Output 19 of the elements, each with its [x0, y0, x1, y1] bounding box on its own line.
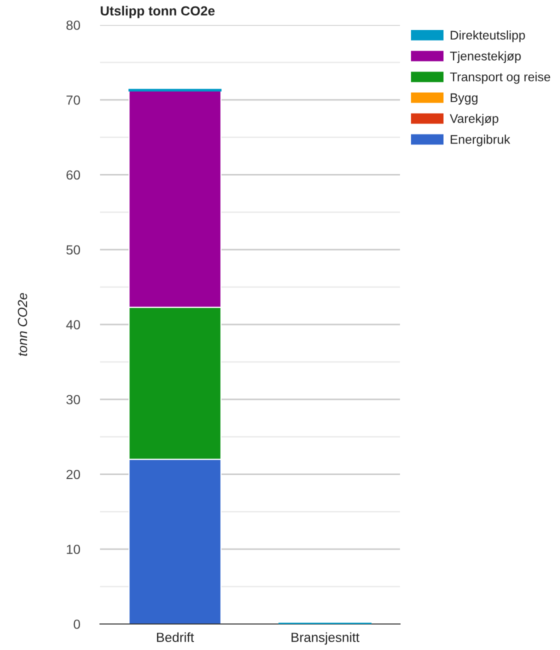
y-tick-label: 70: [66, 95, 80, 105]
y-tick-label: 10: [66, 544, 80, 554]
legend-label: Direkteutslipp: [450, 30, 525, 42]
legend-label: Bygg: [450, 93, 478, 105]
chart-title: Utslipp tonn CO2e: [100, 6, 215, 18]
x-tick-label: Bransjesnitt: [292, 632, 360, 645]
y-tick-label: 0: [74, 620, 80, 629]
legend-label: Tjenestekjøp: [450, 51, 521, 63]
legend-label: Transport og reise: [450, 72, 550, 84]
y-tick-label: 80: [66, 20, 80, 30]
y-tick-label: 50: [66, 245, 80, 255]
y-tick-label: 40: [66, 320, 80, 330]
y-axis-title: tonn CO2e: [18, 293, 28, 356]
y-tick-label: 60: [66, 170, 80, 180]
y-tick-label: 20: [66, 470, 80, 480]
legend-label: Energibruk: [450, 134, 510, 146]
y-tick-label: 30: [66, 394, 80, 404]
legend-label: Varekjøp: [450, 114, 498, 126]
x-tick-label: Bedrift: [157, 632, 194, 642]
